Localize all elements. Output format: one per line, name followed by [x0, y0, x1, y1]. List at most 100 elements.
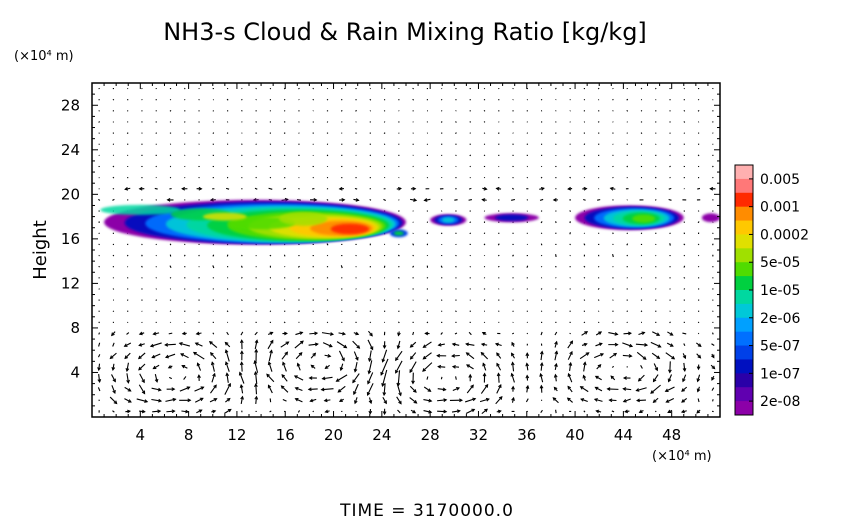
- wind-vector: [540, 98, 543, 101]
- wind-vector: [526, 363, 529, 371]
- cloud-contour: [494, 214, 529, 221]
- wind-vector: [451, 410, 460, 413]
- wind-vector: [540, 176, 543, 179]
- wind-vector: [226, 121, 229, 123]
- wind-vector-head: [656, 355, 661, 359]
- x-tick-label: 12: [227, 426, 246, 444]
- colorbar-segment: [735, 178, 753, 194]
- colorbar-label: 2e-06: [760, 311, 800, 327]
- wind-vector: [281, 374, 288, 382]
- wind-vector: [97, 387, 101, 392]
- wind-vector: [297, 363, 301, 371]
- wind-vector: [483, 109, 486, 112]
- wind-vector: [697, 332, 700, 335]
- y-tick-label: 12: [61, 274, 80, 292]
- wind-vector: [654, 187, 657, 190]
- wind-vector: [254, 340, 258, 350]
- wind-vector: [526, 321, 528, 324]
- wind-vector-head: [151, 354, 156, 359]
- wind-vector-head: [554, 340, 558, 345]
- wind-vector: [212, 132, 215, 134]
- wind-vector: [697, 187, 701, 190]
- wind-vector-head: [553, 386, 558, 391]
- wind-vector: [483, 132, 486, 134]
- wind-vector: [383, 288, 386, 290]
- wind-vector-head: [341, 198, 346, 202]
- wind-vector: [697, 243, 700, 246]
- wind-vector: [594, 353, 604, 359]
- wind-vector: [312, 410, 315, 413]
- wind-vector: [369, 98, 372, 101]
- wind-vector: [611, 410, 615, 413]
- wind-vector: [112, 165, 115, 168]
- wind-vector: [581, 331, 588, 336]
- wind-vector: [212, 243, 215, 246]
- wind-vector: [466, 343, 475, 346]
- x-tick-label: 20: [324, 426, 343, 444]
- wind-vector-head: [282, 361, 286, 366]
- wind-vector: [283, 299, 286, 301]
- wind-vector: [555, 409, 557, 414]
- wind-vector: [352, 340, 360, 349]
- colorbar-segment: [735, 290, 753, 305]
- wind-vector-head: [667, 409, 672, 414]
- wind-vector-head: [471, 408, 476, 413]
- wind-vector: [267, 340, 274, 350]
- wind-vector: [126, 132, 129, 134]
- wind-vector: [226, 243, 229, 246]
- wind-vector: [540, 288, 543, 290]
- wind-vector-head: [127, 399, 132, 403]
- wind-vector: [569, 176, 572, 179]
- wind-vector: [583, 362, 586, 372]
- wind-vector: [422, 352, 432, 360]
- colorbar-segment: [735, 262, 753, 277]
- wind-vector: [283, 243, 286, 246]
- wind-vector: [283, 187, 287, 190]
- colorbar-segment: [735, 192, 753, 208]
- colorbar-segment: [735, 331, 753, 347]
- wind-vector-head: [355, 356, 359, 361]
- wind-vector-head: [644, 343, 649, 347]
- wind-vector: [180, 353, 189, 359]
- wind-vector: [466, 364, 474, 370]
- wind-vector: [654, 176, 657, 179]
- wind-vector: [179, 342, 191, 347]
- wind-vector: [255, 310, 257, 312]
- wind-vector: [412, 98, 415, 101]
- wind-vector: [681, 386, 688, 392]
- wind-vector-head: [267, 384, 272, 389]
- wind-vector-head: [409, 369, 413, 374]
- colorbar-label: 1e-05: [760, 283, 800, 299]
- wind-vector: [669, 232, 671, 235]
- wind-vector-head: [141, 409, 146, 414]
- wind-vector: [141, 243, 143, 246]
- wind-vector: [638, 374, 645, 382]
- wind-vector: [225, 349, 230, 362]
- wind-vector: [640, 87, 643, 90]
- wind-vector: [636, 387, 647, 392]
- wind-vector: [98, 132, 100, 134]
- wind-vector-head: [525, 362, 530, 367]
- wind-vector: [296, 199, 301, 201]
- wind-vector-head: [681, 388, 685, 392]
- wind-vector: [497, 265, 500, 268]
- wind-vector: [669, 243, 671, 246]
- wind-vector-head: [299, 331, 304, 335]
- wind-vector: [397, 276, 400, 279]
- wind-vector-head: [669, 332, 674, 336]
- wind-vector: [469, 121, 472, 123]
- wind-vector: [168, 332, 173, 335]
- wind-vector-head: [443, 409, 448, 414]
- wind-vector-head: [224, 349, 229, 354]
- wind-vector: [212, 121, 214, 123]
- wind-vector: [194, 397, 204, 403]
- wind-vector-head: [397, 186, 402, 191]
- wind-vector: [254, 331, 258, 336]
- wind-vector: [255, 384, 258, 395]
- wind-vector: [155, 165, 157, 168]
- wind-vector: [340, 265, 343, 269]
- wind-vector-head: [314, 331, 319, 336]
- wind-vector: [410, 352, 417, 360]
- wind-vector: [224, 408, 232, 414]
- wind-vector: [583, 199, 586, 201]
